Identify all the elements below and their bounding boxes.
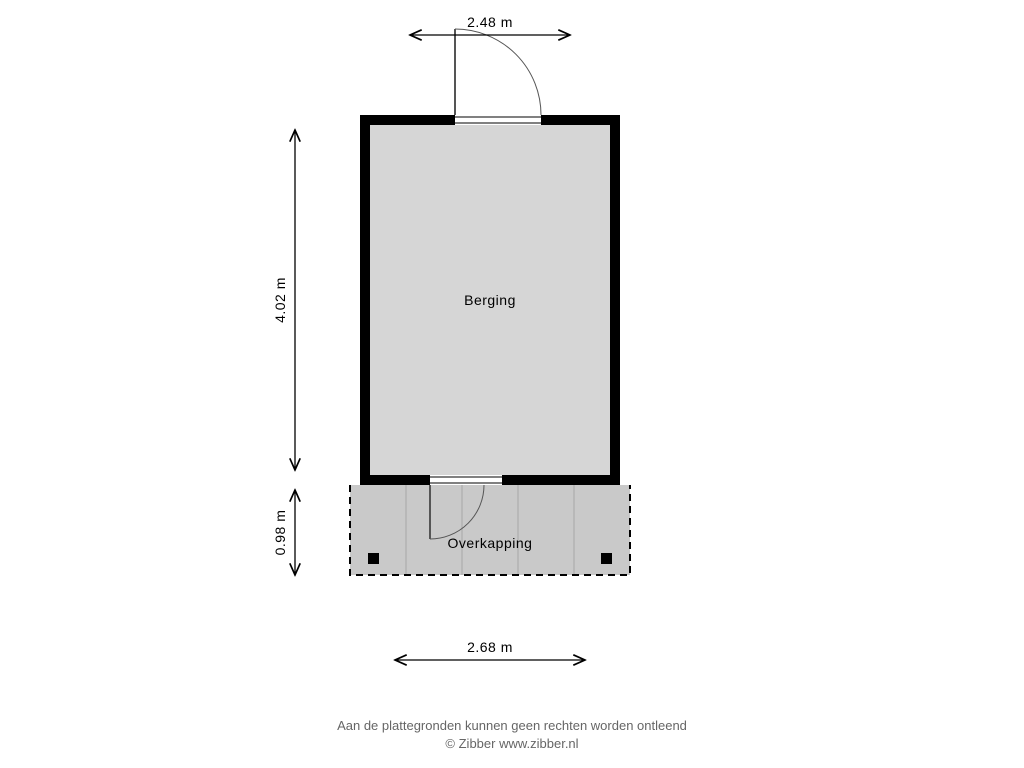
post-right [601, 553, 612, 564]
svg-text:2.48 m: 2.48 m [467, 14, 513, 30]
dim-left_lower: 0.98 m [272, 490, 295, 575]
berging-label: Berging [464, 292, 516, 308]
post-left [368, 553, 379, 564]
svg-text:2.68 m: 2.68 m [467, 639, 513, 655]
door-top [455, 29, 541, 115]
svg-text:0.98 m: 0.98 m [272, 510, 288, 556]
disclaimer-line1: Aan de plattegronden kunnen geen rechten… [337, 718, 687, 733]
svg-text:4.02 m: 4.02 m [272, 277, 288, 323]
dim-left_upper: 4.02 m [272, 130, 295, 470]
overkapping-area [350, 485, 630, 575]
dim-top: 2.48 m [410, 14, 570, 35]
dim-bottom: 2.68 m [395, 639, 585, 660]
overkapping-label: Overkapping [448, 535, 533, 551]
disclaimer-line2: © Zibber www.zibber.nl [445, 736, 578, 751]
